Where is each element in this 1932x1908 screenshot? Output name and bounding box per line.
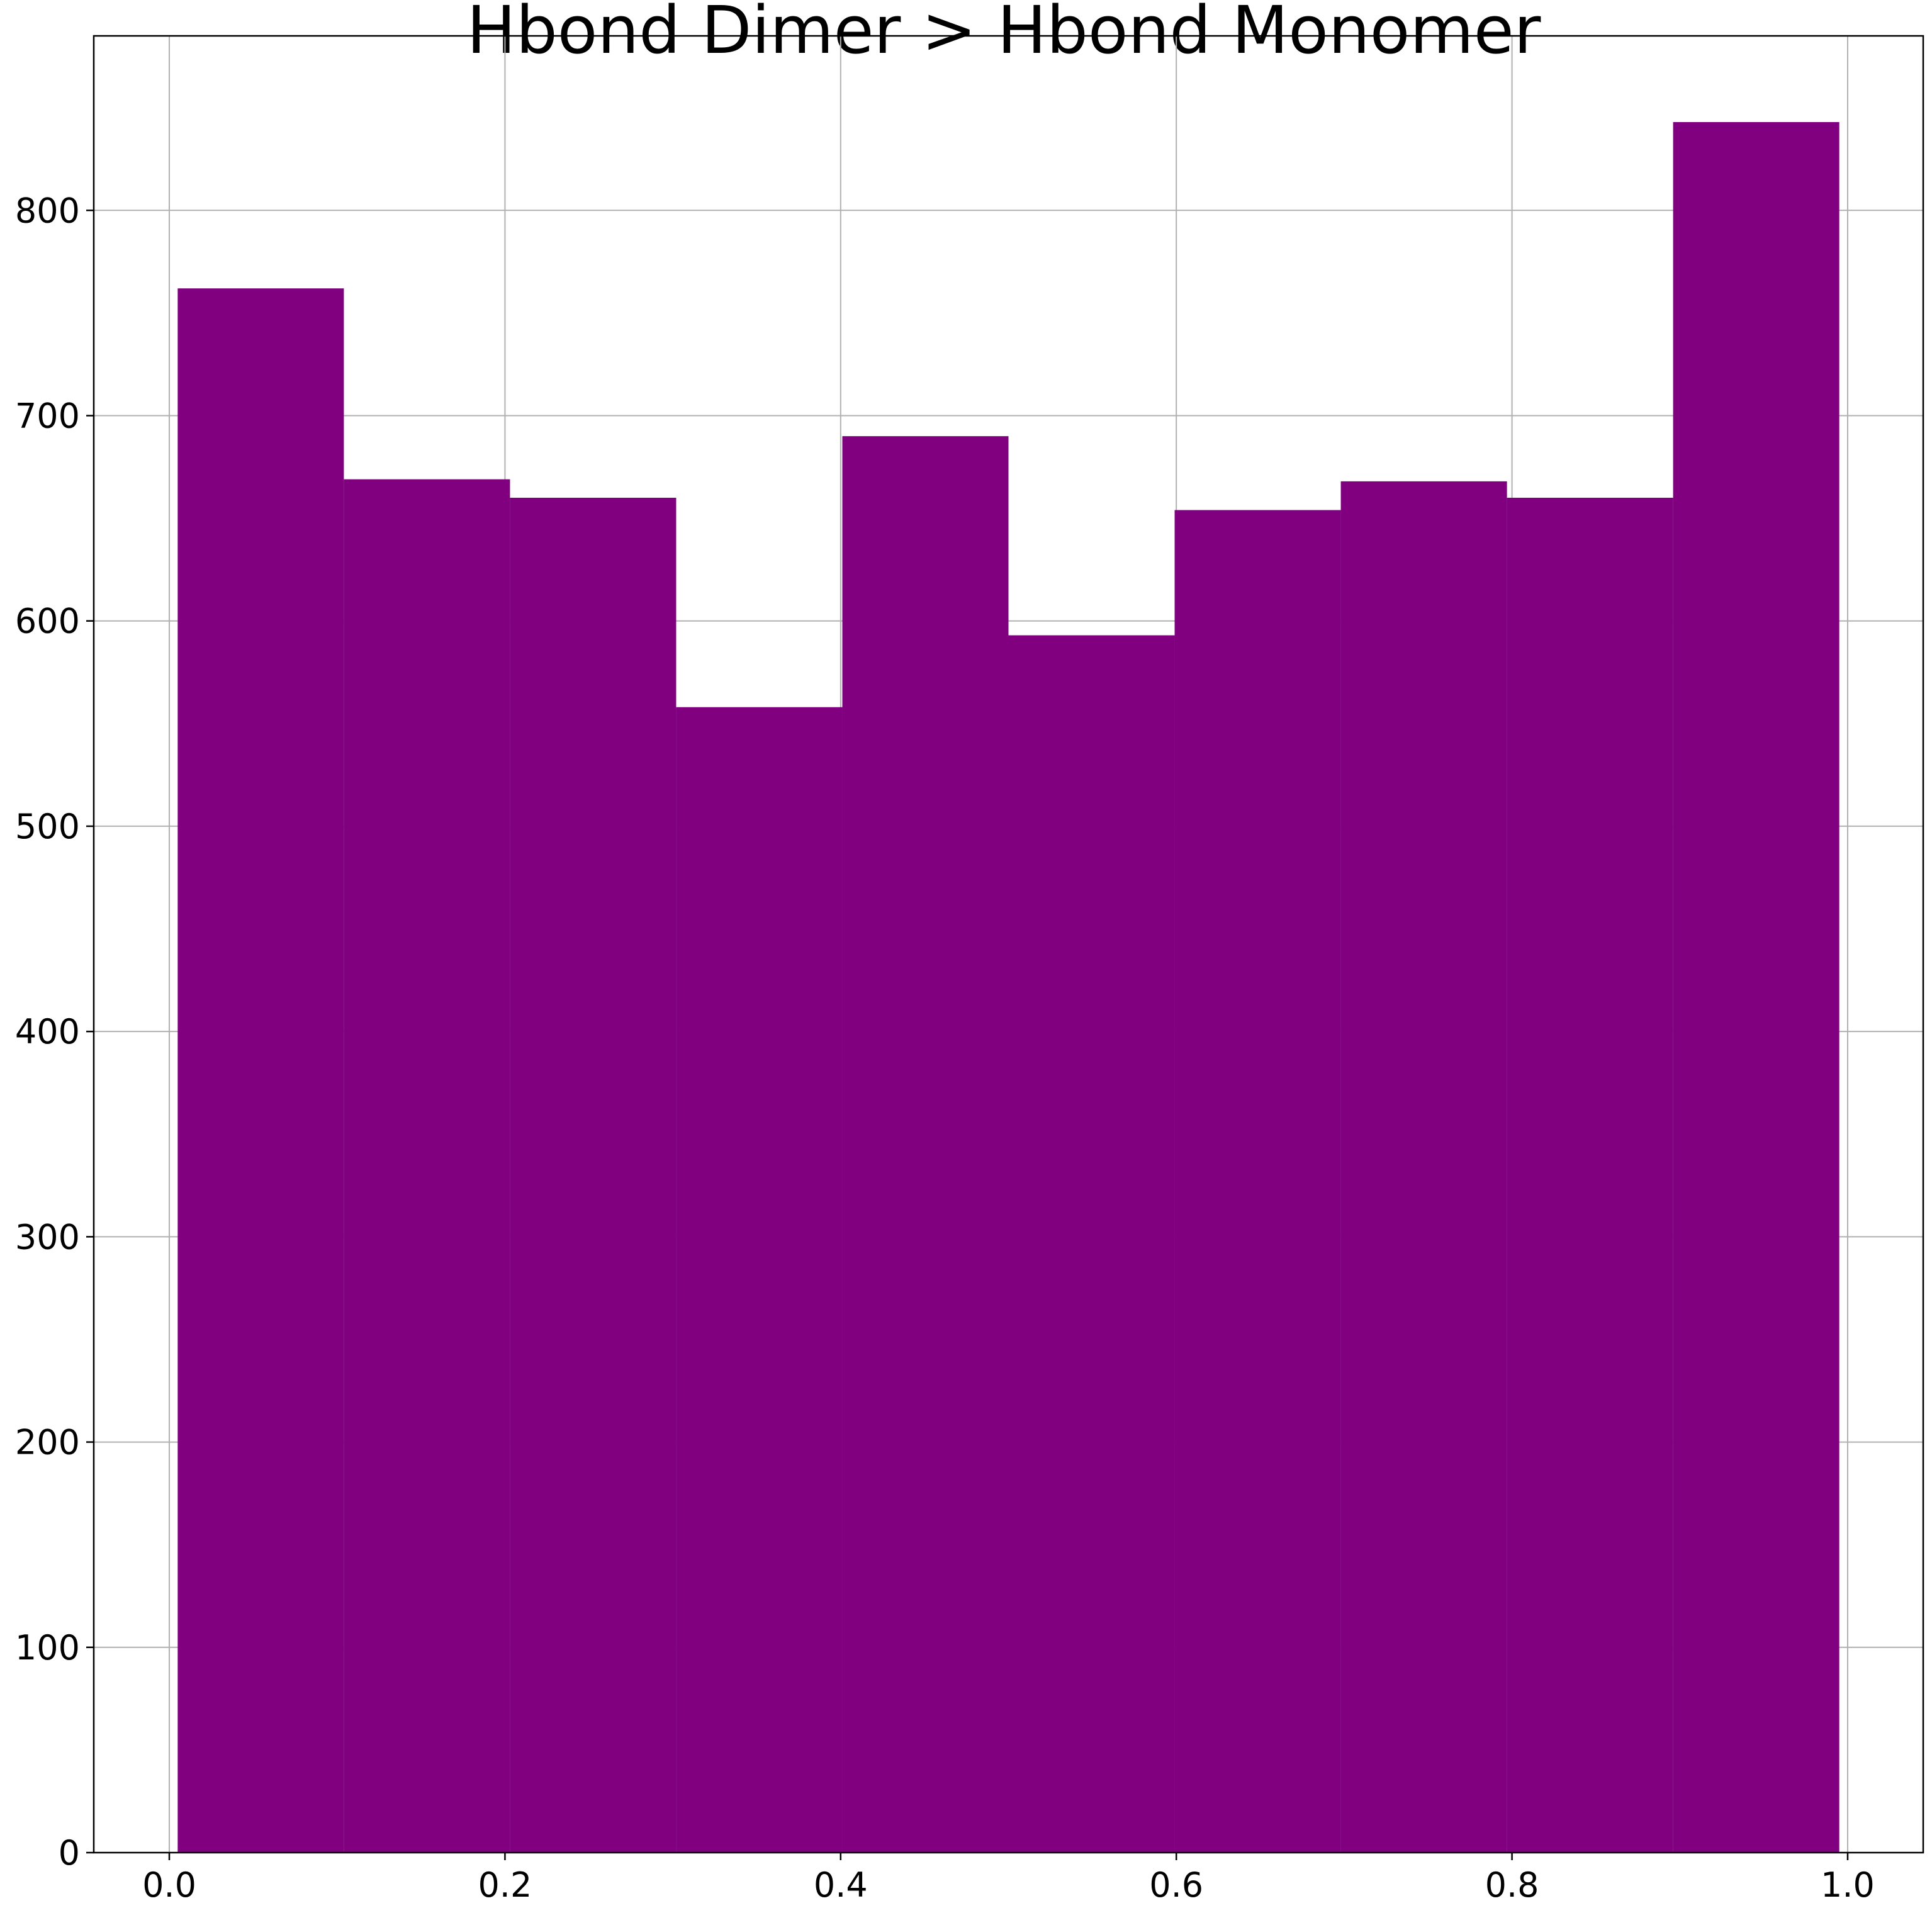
tick-labels: 0.0 0.2 0.4 0.6 0.8 1.0 0 100 200 300 400 500 600 700… — [15, 191, 1875, 1905]
y-tick-label: 700 — [15, 396, 80, 435]
histogram-bar-0 — [177, 288, 344, 1853]
histogram-bar-4 — [842, 436, 1009, 1853]
y-tick-label: 200 — [15, 1423, 80, 1462]
plot-area-frame — [93, 35, 1924, 1854]
histogram-bar-6 — [1174, 510, 1341, 1853]
histogram-bar-7 — [1340, 481, 1507, 1853]
x-tick-label: 0.0 — [142, 1865, 196, 1905]
x-tick-label: 0.8 — [1485, 1865, 1539, 1905]
y-tick-label: 400 — [15, 1012, 80, 1052]
x-tick-label: 0.4 — [814, 1865, 868, 1905]
y-tick-label: 600 — [15, 602, 80, 641]
x-tick-label: 0.2 — [478, 1865, 532, 1905]
chart-title: Hbond Dimer > Hbond Monomer — [467, 0, 1541, 69]
y-tick-label: 300 — [15, 1217, 80, 1257]
y-tick-label: 100 — [15, 1628, 80, 1668]
x-tick-label: 1.0 — [1821, 1865, 1875, 1905]
histogram-bars — [177, 122, 1839, 1853]
axis-ticks — [86, 210, 1849, 1860]
histogram-bar-9 — [1673, 122, 1839, 1853]
histogram-bar-8 — [1507, 497, 1673, 1853]
y-tick-label: 500 — [15, 807, 80, 846]
x-tick-label: 0.6 — [1149, 1865, 1203, 1905]
histogram-bar-3 — [676, 707, 843, 1853]
histogram-bar-1 — [344, 479, 510, 1853]
histogram-bar-5 — [1008, 635, 1175, 1853]
y-tick-label: 800 — [15, 191, 80, 230]
y-tick-label: 0 — [59, 1833, 80, 1873]
histogram-bar-2 — [510, 497, 677, 1853]
